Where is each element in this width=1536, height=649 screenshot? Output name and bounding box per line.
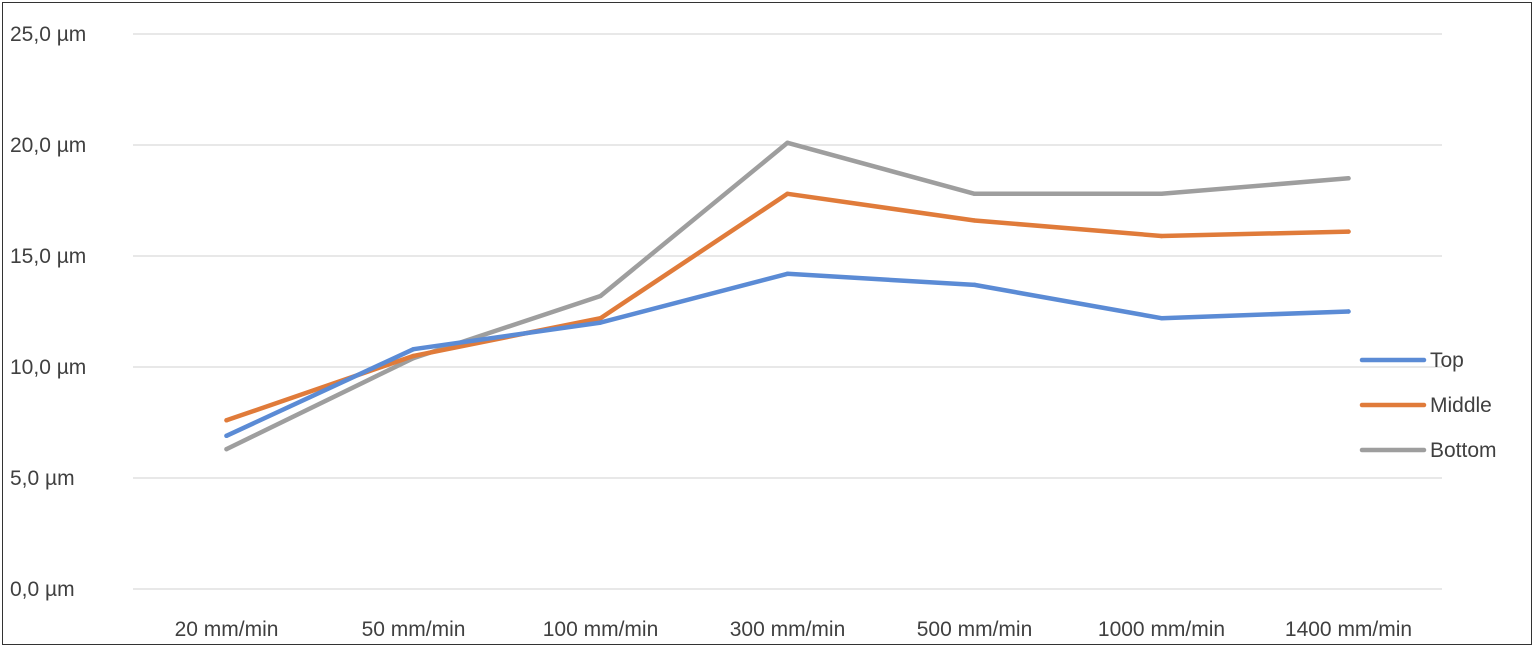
data-point-top [972,282,977,288]
x-tick-label: 300 mm/min [730,618,846,641]
legend-label-bottom: Bottom [1430,439,1497,462]
x-tick-label: 500 mm/min [917,618,1033,641]
y-tick-label: 5,0 µm [10,467,75,490]
data-point-middle [785,191,790,197]
data-point-top [1159,315,1164,321]
y-axis-tick-labels: 0,0 µm 5,0 µm 10,0 µm 15,0 µm 20,0 µm 25,0 µm [10,23,86,601]
legend-label-top: Top [1430,349,1464,372]
data-point-middle [224,418,229,423]
x-axis-tick-labels: 20 mm/min 50 mm/min 100 mm/min 300 mm/min 50… [175,618,1413,641]
data-point-bottom [224,446,229,452]
data-point-bottom [598,293,603,299]
series-line-middle [224,191,1351,423]
x-tick-label: 1000 mm/min [1098,618,1225,641]
data-point-middle [411,353,416,359]
x-tick-label: 50 mm/min [362,618,466,641]
y-tick-label: 20,0 µm [10,134,86,157]
y-tick-label: 10,0 µm [10,356,86,379]
data-point-middle [1159,233,1164,239]
y-tick-label: 25,0 µm [10,23,86,46]
legend: Top Middle Bottom [1359,349,1497,462]
data-point-middle [1346,229,1351,234]
y-tick-label: 0,0 µm [10,578,75,601]
data-point-bottom [1159,191,1164,197]
data-point-top [411,347,416,352]
data-point-top [1346,309,1351,314]
y-tick-label: 15,0 µm [10,245,86,268]
x-tick-label: 1400 mm/min [1285,618,1412,641]
series-line-bottom [224,140,1351,452]
data-point-bottom [1346,176,1351,181]
data-point-top [598,320,603,325]
series-lines [224,140,1351,452]
data-point-middle [972,218,977,223]
data-point-bottom [972,191,977,197]
data-point-top [224,433,229,439]
gridlines [133,33,1442,590]
x-tick-label: 20 mm/min [175,618,279,641]
series-line-top [224,271,1351,439]
data-point-top [785,271,790,276]
legend-label-middle: Middle [1430,394,1492,417]
data-point-bottom [785,140,790,145]
x-tick-label: 100 mm/min [543,618,659,641]
data-point-middle [598,315,603,321]
